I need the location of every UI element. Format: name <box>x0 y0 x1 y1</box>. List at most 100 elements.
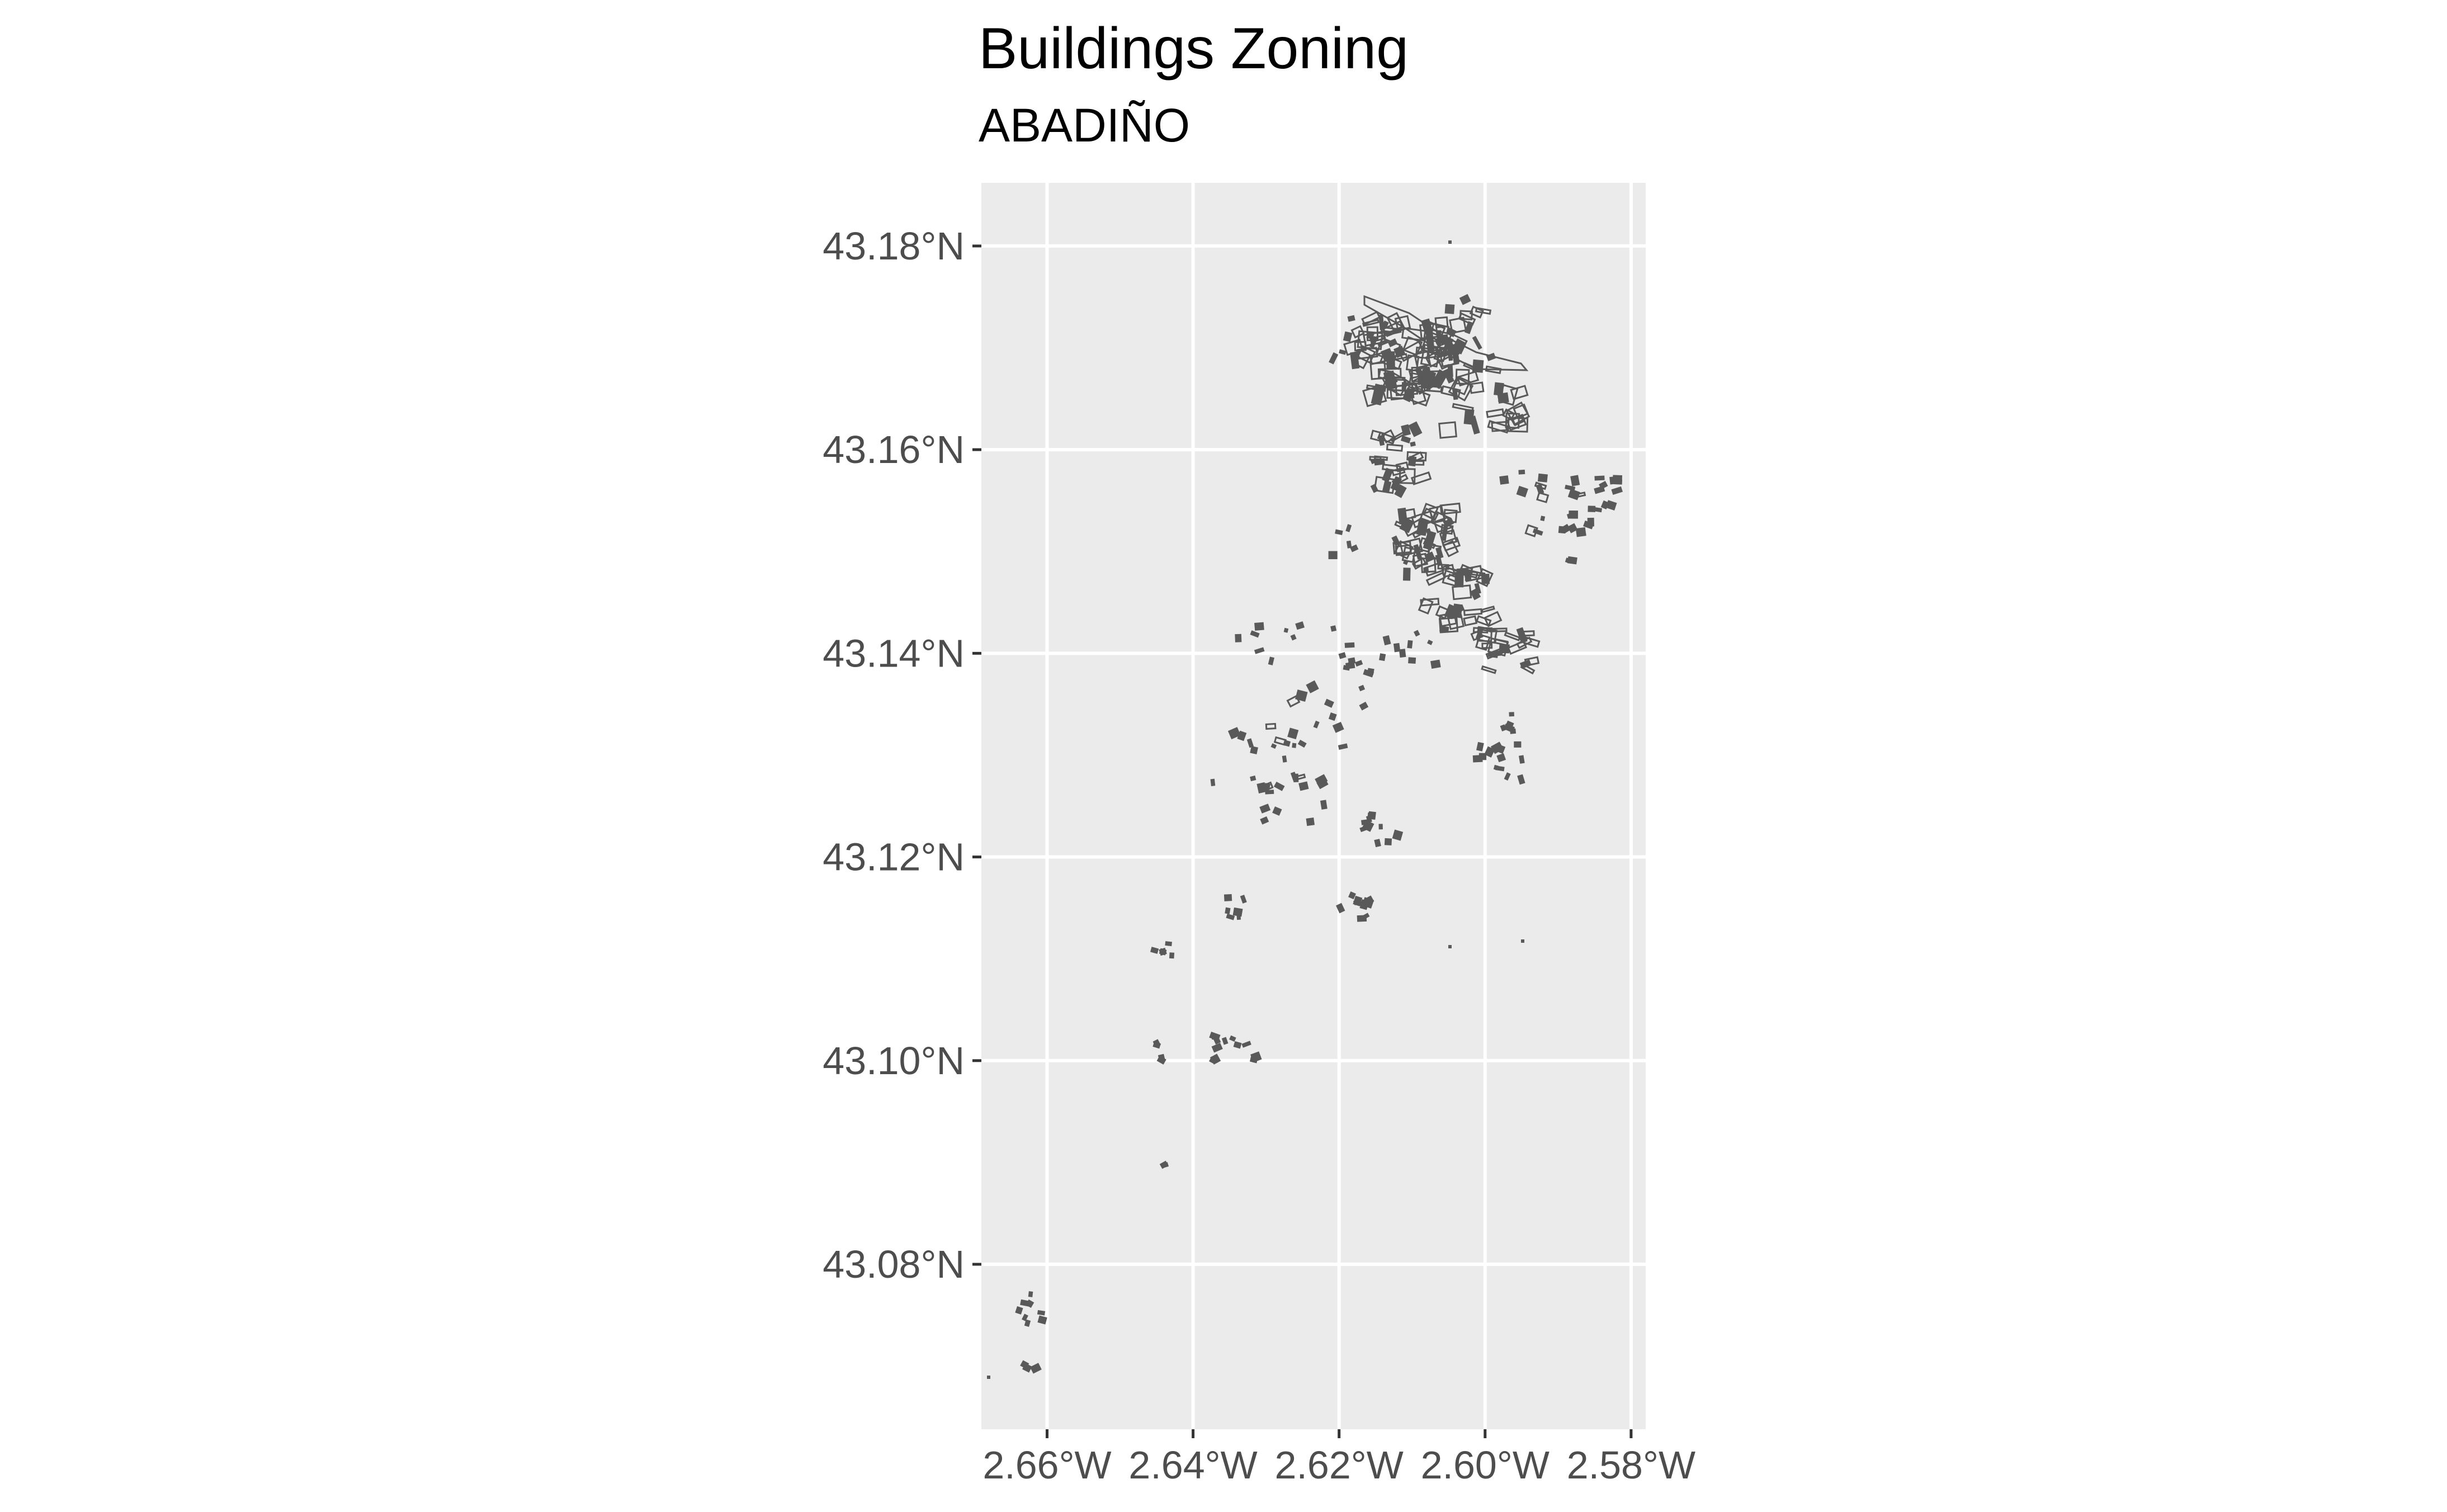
building-footprint-372 <box>1336 903 1345 914</box>
building-footprint-129 <box>1498 384 1519 406</box>
building-footprint-269 <box>1516 627 1528 644</box>
building-footprint-346 <box>1306 817 1315 826</box>
building-footprint-374 <box>1361 913 1370 920</box>
building-footprint-367 <box>1476 741 1484 752</box>
building-footprint-375 <box>1364 895 1374 905</box>
building-footprint-407 <box>1209 1031 1221 1041</box>
building-footprint-78 <box>1350 325 1365 339</box>
building-footprint-182 <box>1422 507 1439 521</box>
building-footprint-79 <box>1329 352 1339 365</box>
building-footprint-309 <box>1343 665 1350 671</box>
building-footprint-264 <box>1494 638 1509 646</box>
building-footprint-397 <box>1165 941 1172 947</box>
building-footprint-85 <box>1366 326 1379 342</box>
building-footprint-378 <box>1514 741 1522 748</box>
building-footprint-405 <box>1233 1041 1242 1049</box>
building-footprint-48 <box>1386 379 1407 399</box>
building-footprint-73 <box>1347 315 1355 322</box>
building-footprint-341 <box>1298 781 1309 791</box>
building-footprint-454 <box>1583 520 1594 530</box>
building-footprint-318 <box>1338 743 1348 750</box>
x-tick-label-0: 2.66°W <box>982 1443 1111 1487</box>
building-footprint-240 <box>1458 567 1478 579</box>
building-footprint-428 <box>1235 634 1242 642</box>
building-footprint-305 <box>1363 669 1374 678</box>
building-footprint-392 <box>1236 915 1241 920</box>
building-footprint-109 <box>1458 312 1476 326</box>
building-footprint-274 <box>1565 484 1576 491</box>
building-footprint-235 <box>1481 574 1490 584</box>
building-footprint-132 <box>1505 412 1520 429</box>
building-footprint-178 <box>1402 559 1409 565</box>
building-footprint-137 <box>1438 421 1457 439</box>
building-footprint-433 <box>1290 634 1297 641</box>
building-footprint-68 <box>1401 327 1426 342</box>
building-footprint-91 <box>1350 351 1360 370</box>
building-footprint-29 <box>1409 388 1431 407</box>
building-footprint-333 <box>1282 755 1287 763</box>
building-footprint-286 <box>1516 485 1528 498</box>
building-footprint-332 <box>1270 743 1277 749</box>
building-footprint-439 <box>1346 540 1352 549</box>
building-footprint-335 <box>1237 730 1247 741</box>
building-footprint-138 <box>1507 417 1529 433</box>
building-footprint-268 <box>1507 640 1528 655</box>
building-footprint-88 <box>1394 315 1411 332</box>
building-footprint-342 <box>1320 800 1328 810</box>
building-footprint-313 <box>1313 720 1320 729</box>
building-footprint-298 <box>1439 625 1449 633</box>
building-footprint-391 <box>1226 913 1235 920</box>
building-footprint-323 <box>1359 701 1369 711</box>
map-subtitle: ABADIÑO <box>979 99 1191 152</box>
building-footprint-358 <box>1361 819 1371 825</box>
building-footprint-94 <box>1381 326 1398 334</box>
building-footprint-328 <box>1265 722 1277 730</box>
building-footprint-435 <box>1254 647 1265 654</box>
building-footprint-459 <box>1521 939 1524 943</box>
building-footprint-437 <box>1335 529 1343 536</box>
building-footprint-160 <box>1410 441 1416 447</box>
building-footprint-425 <box>1020 1360 1029 1369</box>
building-footprint-379 <box>1495 766 1505 772</box>
building-footprint-316 <box>1287 727 1299 740</box>
building-footprint-143 <box>1401 424 1411 437</box>
y-tick-label-4: 43.10°N <box>823 1039 965 1083</box>
building-footprint-162 <box>1406 451 1427 462</box>
x-tick-label-3: 2.60°W <box>1421 1443 1550 1487</box>
building-footprint-93 <box>1357 345 1376 364</box>
building-footprint-344 <box>1265 790 1274 795</box>
y-tick-label-5: 43.08°N <box>823 1242 965 1286</box>
building-footprint-161 <box>1407 456 1417 467</box>
building-footprint-168 <box>1410 471 1432 485</box>
building-footprint-352 <box>1374 839 1381 848</box>
grid-lines <box>981 183 1646 1429</box>
building-footprint-418 <box>1015 1306 1023 1315</box>
building-footprint-432 <box>1250 630 1260 638</box>
building-footprint-366 <box>1496 753 1506 763</box>
building-footprint-262 <box>1524 656 1540 667</box>
building-footprint-98 <box>1444 304 1455 314</box>
building-footprint-230 <box>1423 567 1429 573</box>
building-footprint-314 <box>1358 684 1366 692</box>
building-footprint-449 <box>1609 476 1618 485</box>
building-footprint-381 <box>1517 774 1525 785</box>
building-footprint-293 <box>1430 659 1441 669</box>
building-footprint-155 <box>1370 458 1378 465</box>
building-footprint-207 <box>1439 529 1458 546</box>
y-tick-label-0: 43.18°N <box>823 224 965 268</box>
building-footprint-99 <box>1472 336 1482 350</box>
building-footprint-275 <box>1558 526 1566 534</box>
building-footprint-232 <box>1481 605 1495 613</box>
building-footprint-457 <box>1448 240 1452 244</box>
building-footprint-338 <box>1293 773 1306 781</box>
building-footprint-322 <box>1295 689 1308 702</box>
building-footprint-376 <box>1359 900 1367 908</box>
building-footprint-214 <box>1399 517 1415 533</box>
building-footprint-210 <box>1391 535 1401 546</box>
building-footprint-119 <box>1417 370 1426 384</box>
building-footprint-304 <box>1426 639 1433 645</box>
building-footprint-115 <box>1464 321 1474 334</box>
building-footprint-164 <box>1394 484 1407 498</box>
building-footprint-243 <box>1470 588 1481 601</box>
